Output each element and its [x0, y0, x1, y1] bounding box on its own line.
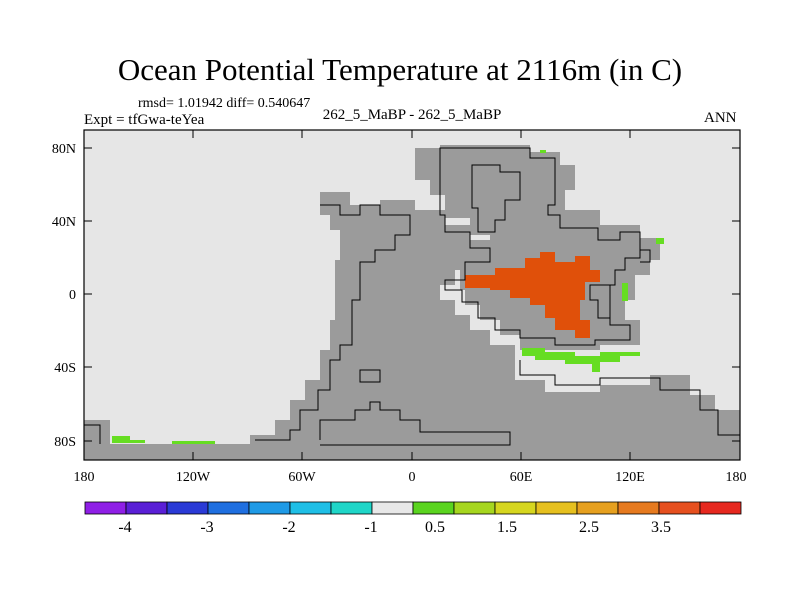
- colorbar-label: -4: [118, 519, 131, 536]
- rmsd-diff-stats: rmsd= 1.01942 diff= 0.540647: [138, 96, 311, 111]
- lat-label-40s: 40S: [54, 361, 76, 376]
- contour-line: [589, 284, 611, 319]
- colorbar-label: -1: [364, 519, 377, 536]
- land-masses: [84, 145, 740, 460]
- lon-label-120w: 120W: [176, 470, 211, 485]
- colorbar-swatch: [289, 501, 332, 515]
- contour-line: [640, 249, 651, 263]
- weak-anomaly-east-coast: [622, 283, 628, 301]
- colorbar-swatch: [166, 501, 209, 515]
- contour-line: [319, 401, 511, 446]
- lat-label-80s: 80S: [54, 435, 76, 450]
- lat-label-40n: 40N: [52, 215, 76, 230]
- colorbar-swatch: [576, 501, 619, 515]
- weak-anomaly-south-central: [172, 441, 215, 444]
- weak-anomaly-southern-band: [522, 348, 640, 372]
- anomaly-weak-regions: [112, 150, 664, 444]
- lat-axis: [84, 147, 740, 442]
- lon-label-180e: 180: [726, 470, 747, 485]
- colorbar-swatch: [125, 501, 168, 515]
- colorbar-label: 2.5: [579, 519, 599, 536]
- contour-line: [471, 164, 521, 233]
- colorbar-label: -3: [200, 519, 213, 536]
- contour-line: [84, 424, 101, 444]
- anomaly-warm-region: [465, 252, 600, 338]
- colorbar-swatch: [658, 501, 701, 515]
- contour-line: [519, 360, 740, 436]
- experiment-label: Expt = tfGwa-teYea: [84, 112, 205, 128]
- lon-label-180w: 180: [74, 470, 95, 485]
- colorbar-swatch: [207, 501, 250, 515]
- land-pangea-west: [84, 192, 740, 460]
- season-label: ANN: [704, 110, 737, 126]
- lat-label-80n: 80N: [52, 142, 76, 157]
- lon-label-60w: 60W: [288, 470, 316, 485]
- colorbar-swatch: [84, 501, 127, 515]
- lon-label-0: 0: [409, 470, 416, 485]
- colorbar-swatch: [371, 501, 414, 515]
- weak-anomaly-northeast: [656, 238, 664, 244]
- lon-axis: [83, 130, 741, 460]
- colorbar-label: 0.5: [425, 519, 445, 536]
- colorbar-swatch: [494, 501, 537, 515]
- map-title: Ocean Potential Temperature at 2116m (in…: [117, 52, 683, 87]
- colorbar-label: -2: [282, 519, 295, 536]
- colorbar-swatch: [699, 501, 742, 515]
- colorbar-swatch: [617, 501, 660, 515]
- weak-anomaly-arctic: [540, 150, 546, 153]
- colorbar: [84, 501, 742, 515]
- weak-anomaly-south-west: [112, 436, 145, 443]
- case-label: 262_5_MaBP - 262_5_MaBP: [322, 107, 502, 123]
- contour-line: [439, 147, 641, 346]
- colorbar-swatch: [248, 501, 291, 515]
- colorbar-swatch: [535, 501, 578, 515]
- contour-lines: [84, 147, 740, 446]
- land-north-block: [415, 145, 660, 350]
- colorbar-label: 1.5: [497, 519, 517, 536]
- colorbar-swatch: [412, 501, 455, 515]
- colorbar-label: 3.5: [651, 519, 671, 536]
- lon-label-60e: 60E: [510, 470, 533, 485]
- colorbar-swatch: [330, 501, 373, 515]
- contour-line: [359, 369, 381, 383]
- lon-label-120e: 120E: [615, 470, 645, 485]
- contour-line: [255, 204, 411, 441]
- lat-label-eq: 0: [69, 288, 76, 303]
- colorbar-swatch: [453, 501, 496, 515]
